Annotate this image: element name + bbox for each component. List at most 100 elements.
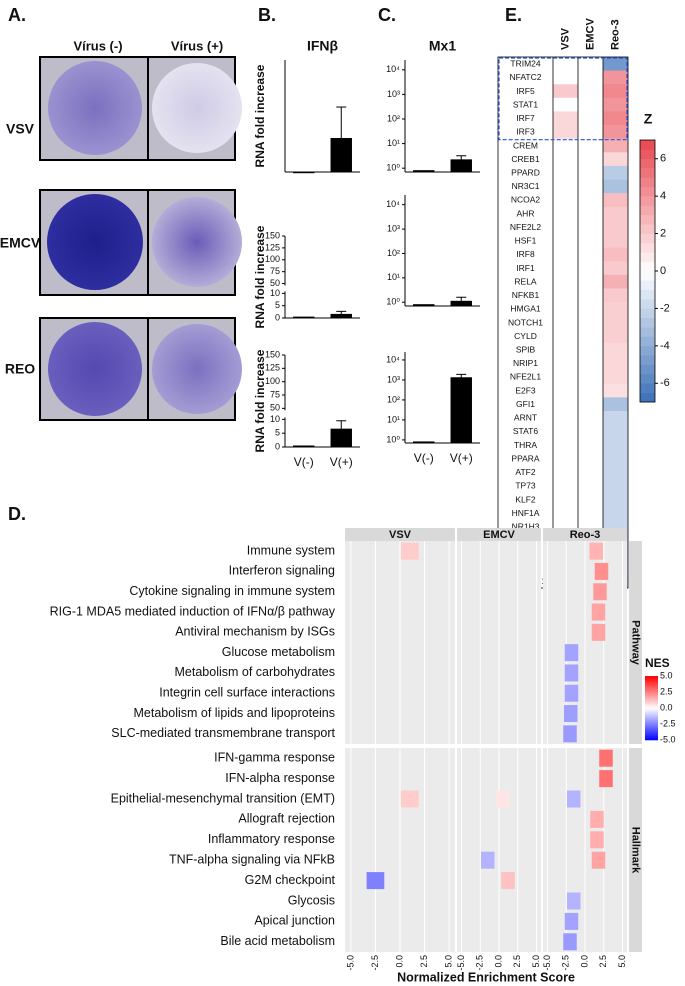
legend-step bbox=[645, 726, 658, 729]
tile bbox=[594, 562, 609, 580]
y-tick-label: 10⁴ bbox=[386, 64, 400, 74]
row-label: NFKB1 bbox=[512, 290, 540, 300]
heat-cell bbox=[578, 274, 603, 289]
x-tick-label: V(+) bbox=[330, 455, 353, 469]
row-label: Interferon signaling bbox=[229, 564, 335, 578]
heat-cell bbox=[578, 57, 603, 71]
row-strip bbox=[629, 541, 642, 744]
row-label: IFN-gamma response bbox=[214, 750, 335, 764]
heat-cell bbox=[578, 84, 603, 99]
heat-cell bbox=[603, 383, 628, 398]
heat-cell bbox=[578, 70, 603, 85]
y-tick-label: 10⁴ bbox=[386, 354, 400, 364]
row-label: NFE2L2 bbox=[510, 222, 541, 232]
column-label: EMCV bbox=[584, 18, 596, 50]
row-label: G2M checkpoint bbox=[245, 873, 336, 887]
row-label: NRIP1 bbox=[513, 358, 538, 368]
heat-cell bbox=[553, 247, 578, 262]
colorbar-step bbox=[640, 177, 655, 188]
heat-cell bbox=[578, 111, 603, 126]
tile bbox=[564, 664, 579, 682]
y-tick-label: 75 bbox=[270, 389, 280, 399]
heat-cell bbox=[553, 125, 578, 139]
heat-cell bbox=[553, 234, 578, 248]
bar bbox=[330, 313, 352, 319]
x-tick-label: 0.0 bbox=[394, 955, 404, 968]
chart-title: Mx1 bbox=[429, 38, 456, 54]
bar bbox=[413, 304, 435, 307]
x-tick-label: 2.5 bbox=[419, 955, 429, 968]
legend-step bbox=[645, 698, 658, 701]
row-label: IRF3 bbox=[516, 127, 535, 137]
legend-step bbox=[645, 722, 658, 725]
y-axis-label: RNA fold increase bbox=[253, 64, 267, 167]
row-label: Antiviral mechanism by ISGs bbox=[175, 625, 335, 639]
heat-cell bbox=[578, 383, 603, 398]
colorbar-step bbox=[640, 261, 655, 272]
legend-step bbox=[645, 736, 658, 739]
colorbar-step bbox=[640, 233, 655, 244]
y-tick-label: 100 bbox=[265, 254, 280, 264]
x-tick-label: -5.0 bbox=[542, 955, 552, 971]
colorbar-step bbox=[640, 252, 655, 262]
row-label: PPARD bbox=[511, 167, 540, 177]
x-tick-label: V(-) bbox=[294, 455, 314, 469]
panel-label: B. bbox=[258, 5, 276, 25]
heat-cell bbox=[603, 179, 628, 194]
colorbar-step bbox=[640, 186, 655, 197]
heat-cell bbox=[578, 302, 603, 316]
row-label: Glucose metabolism bbox=[222, 645, 335, 659]
legend-step bbox=[645, 724, 658, 727]
heat-cell bbox=[578, 424, 603, 439]
colorbar-step bbox=[640, 364, 655, 375]
row-label: RIG-1 MDA5 mediated induction of IFNα/β … bbox=[50, 604, 336, 618]
y-tick-label: 125 bbox=[265, 363, 280, 373]
tile bbox=[590, 831, 604, 849]
tile bbox=[400, 790, 419, 808]
legend-tick-label: 5.0 bbox=[660, 670, 673, 680]
x-tick-label: 2.5 bbox=[598, 955, 608, 968]
y-tick-label: 150 bbox=[265, 230, 280, 240]
colorbar-step bbox=[640, 214, 655, 225]
facet-label: VSV bbox=[389, 529, 412, 541]
heat-cell bbox=[578, 234, 603, 248]
legend-step bbox=[645, 732, 658, 735]
heat-cell bbox=[603, 193, 628, 208]
colorbar-step bbox=[640, 392, 655, 403]
row-label: VSV bbox=[6, 121, 35, 137]
tile bbox=[564, 705, 578, 723]
legend-step bbox=[645, 688, 658, 691]
heat-cell bbox=[553, 261, 578, 276]
heat-cell bbox=[578, 342, 603, 357]
heat-cell bbox=[603, 220, 628, 235]
column-label: VSV bbox=[559, 27, 571, 50]
heat-cell bbox=[553, 383, 578, 398]
x-tick-label: 2.5 bbox=[512, 955, 522, 968]
y-tick-label: 50 bbox=[270, 278, 280, 288]
heat-cell bbox=[553, 288, 578, 303]
heat-cell bbox=[603, 57, 628, 71]
row-label: SLC-mediated transmembrane transport bbox=[111, 726, 335, 740]
panel-label: A. bbox=[8, 5, 26, 25]
column-label: Reo-3 bbox=[609, 19, 621, 50]
x-tick-label: -5.0 bbox=[456, 955, 466, 971]
heat-cell bbox=[578, 506, 603, 521]
colorbar-step bbox=[640, 196, 655, 206]
row-label: HMGA1 bbox=[510, 304, 541, 314]
row-label: IRF1 bbox=[516, 263, 535, 273]
row-label: NOTCH1 bbox=[508, 317, 543, 327]
row-label: HSF1 bbox=[515, 236, 537, 246]
heat-cell bbox=[553, 70, 578, 85]
colorbar-step bbox=[640, 299, 655, 309]
highlight-box bbox=[498, 57, 628, 141]
colorbar-step bbox=[640, 280, 655, 291]
heat-cell bbox=[553, 274, 578, 289]
row-label: Bile acid metabolism bbox=[220, 934, 335, 948]
row-label: Metabolism of lipids and lipoproteins bbox=[134, 706, 336, 720]
column-header: Vírus (+) bbox=[171, 38, 223, 53]
row-label: RELA bbox=[514, 276, 537, 286]
bar bbox=[293, 171, 315, 174]
heat-cell bbox=[553, 356, 578, 371]
colorbar-step bbox=[640, 140, 655, 150]
y-tick-label: 75 bbox=[270, 266, 280, 276]
